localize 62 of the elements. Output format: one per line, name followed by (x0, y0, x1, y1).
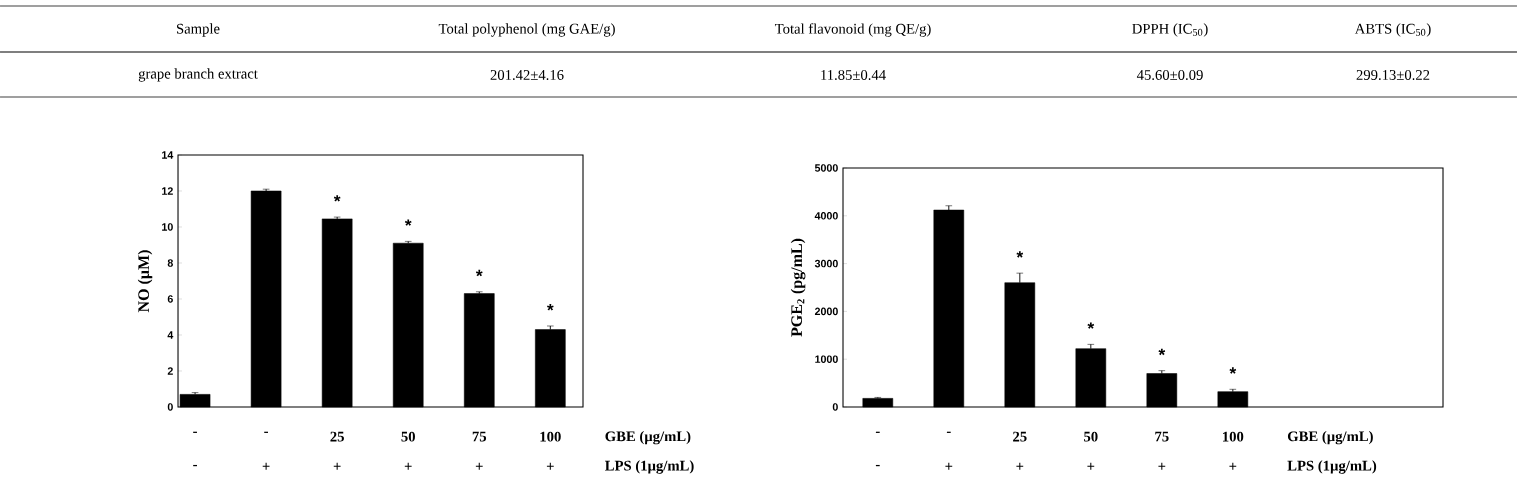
y-tick-label: 12 (162, 187, 173, 195)
text: + (404, 462, 412, 470)
text: + (333, 462, 341, 470)
y-tick-label: 8 (167, 259, 173, 267)
text: 201.42±4.16 (490, 70, 564, 80)
x-tick-label: 25 (1013, 431, 1027, 442)
annotation: * (475, 269, 483, 277)
annotation: * (1229, 367, 1237, 374)
y-tick-label: 2000 (814, 307, 838, 316)
x-tick-label: 100 (540, 431, 561, 442)
x-tick-label: - (264, 431, 269, 433)
text: DPPH (IC$_{50}$) (1132, 23, 1208, 37)
text: Total polyphenol (mg GAE/g) (438, 23, 615, 37)
text: - (193, 464, 197, 467)
annotation: * (404, 219, 412, 226)
x-tick-label: 50 (1084, 431, 1098, 442)
text: + (1016, 462, 1024, 470)
text: 11.85±0.44 (821, 70, 886, 80)
x-tick-label: - (946, 431, 951, 433)
y-tick-label: 4 (167, 331, 174, 339)
y-tick-label: 0 (832, 403, 838, 411)
text: LPS (1µg/mL) (1287, 460, 1377, 474)
text: 299.13±0.22 (1356, 70, 1430, 80)
x-tick-label: 25 (330, 431, 344, 442)
text: GBE (µg/mL) (605, 430, 691, 445)
x-tick-label: 100 (1223, 431, 1244, 442)
x-tick-label: - (193, 431, 197, 433)
x-tick-label: - (875, 431, 880, 433)
y-tick-label: 14 (162, 151, 174, 159)
annotation: * (1087, 322, 1095, 329)
x-tick-label: 50 (401, 431, 415, 442)
text: Total flavonoid (mg QE/g) (774, 23, 931, 37)
text: - (875, 464, 880, 467)
y-tick-label: 5000 (814, 164, 838, 172)
y-tick-label: 2 (167, 367, 173, 375)
text: Sample (177, 23, 220, 37)
y-tick-label: 3000 (814, 259, 838, 268)
text: + (945, 462, 953, 470)
text: + (262, 462, 270, 470)
y-tick-label: 1000 (815, 355, 838, 363)
y-tick-label: 10 (162, 223, 173, 231)
y-axis-title: NO (µM) (137, 250, 153, 313)
text: 45.60±0.09 (1136, 70, 1203, 80)
text: + (1229, 462, 1237, 470)
y-tick-label: 0 (167, 403, 173, 411)
text: + (1158, 462, 1166, 470)
annotation: * (546, 304, 554, 311)
y-tick-label: 6 (167, 295, 173, 303)
text: + (546, 462, 554, 470)
text: + (475, 462, 483, 470)
text: + (1087, 462, 1095, 470)
y-axis-title: PGE$_{2}$ (pg/mL) (790, 238, 806, 337)
annotation: * (1016, 251, 1024, 258)
text: GBE (µg/mL) (1287, 430, 1373, 445)
annotation: * (1158, 348, 1166, 356)
text: ABTS (IC$_{50}$) (1354, 23, 1431, 37)
y-tick-label: 4000 (814, 212, 838, 220)
x-tick-label: 75 (1155, 431, 1169, 442)
text: grape branch extract (138, 68, 258, 82)
text: LPS (1µg/mL) (605, 460, 694, 474)
annotation: * (333, 195, 341, 202)
x-tick-label: 75 (472, 431, 487, 442)
